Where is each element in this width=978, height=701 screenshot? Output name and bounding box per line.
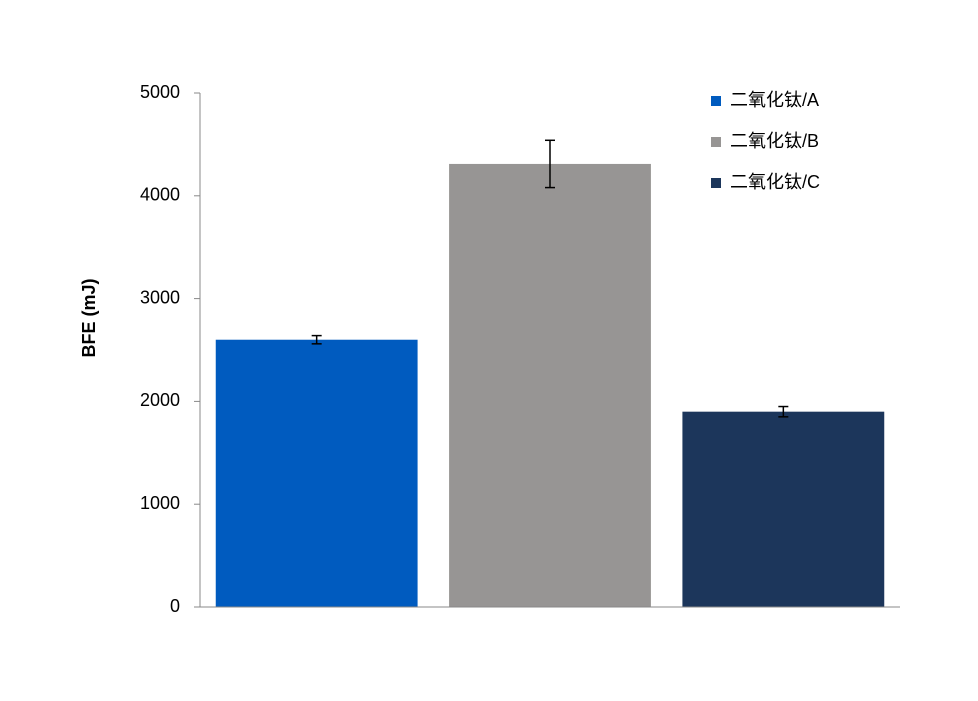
- bar: [449, 163, 651, 607]
- y-tick-label: 5000: [140, 82, 180, 102]
- y-tick-label: 4000: [140, 185, 180, 205]
- y-axis-title: BFE (mJ): [79, 278, 99, 357]
- bar: [682, 411, 885, 607]
- error-bar: [545, 139, 555, 189]
- y-tick-label: 1000: [140, 493, 180, 513]
- error-bar: [311, 334, 322, 345]
- legend-label: 二氧化钛/C: [730, 172, 820, 192]
- legend-label: 二氧化钛/B: [730, 131, 819, 151]
- legend-swatch: [711, 178, 721, 188]
- legend-label: 二氧化钛/A: [730, 90, 819, 110]
- legend-swatch: [711, 96, 721, 106]
- y-tick-label: 0: [170, 596, 180, 616]
- y-tick-label: 2000: [140, 390, 180, 410]
- error-bar: [778, 405, 789, 418]
- y-tick-label: 3000: [140, 287, 180, 307]
- legend-swatch: [711, 137, 721, 147]
- bar: [215, 339, 418, 607]
